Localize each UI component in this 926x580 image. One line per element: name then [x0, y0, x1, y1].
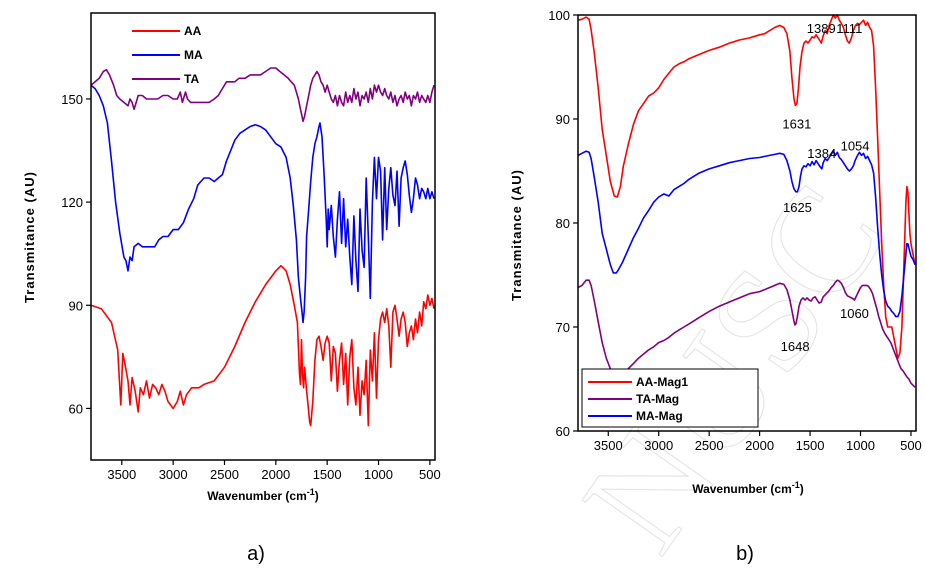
- panel-a-legend: AA MA TA: [132, 24, 203, 86]
- panel-b-chart: 3500 3000 2500 2000 1500 1000 500 60 70 80 90 100 1…: [509, 8, 922, 565]
- x-tick-label: 3500: [107, 467, 136, 482]
- panel-a-y-axis-label: Transmitance (AU): [22, 171, 37, 303]
- panel-b-ticks: 3500 3000 2500 2000 1500 1000 500 60 70 80 90 100: [548, 8, 922, 453]
- panel-a-plot-area: [90, 67, 435, 427]
- panel-b-y-axis-label: Transmitance (AU): [509, 169, 524, 301]
- y-tick-label: 90: [69, 298, 83, 313]
- peak-annotation: 1625: [783, 200, 812, 215]
- series-line-aa: [90, 264, 435, 427]
- peak-annotation: 1648: [781, 339, 810, 354]
- x-tick-label: 2500: [210, 467, 239, 482]
- y-tick-label: 120: [61, 195, 83, 210]
- y-tick-label: 60: [69, 401, 83, 416]
- x-tick-label: 500: [419, 467, 441, 482]
- x-tick-label: 2000: [261, 467, 290, 482]
- series-line-ma: [90, 84, 435, 324]
- peak-annotation: 1060: [840, 306, 869, 321]
- x-tick-label: 500: [900, 438, 922, 453]
- legend-label-ma-mag: MA-Mag: [636, 409, 683, 423]
- y-tick-label: 150: [61, 92, 83, 107]
- y-tick-label: 100: [548, 8, 570, 23]
- panel-a-chart: 3500 3000 2500 2000 1500 1000 500 60 90 120 150 Tr…: [22, 12, 441, 565]
- y-tick-label: 70: [556, 320, 570, 335]
- peak-annotation: 1389: [807, 21, 836, 36]
- peak-annotation: 1384: [807, 146, 836, 161]
- peak-annotation: 1054: [841, 139, 870, 154]
- x-tick-label: 1500: [796, 438, 825, 453]
- legend-label-aa: AA: [184, 24, 202, 38]
- x-tick-label: 3000: [159, 467, 188, 482]
- panel-b-legend: AA-Mag1 TA-Mag MA-Mag: [581, 368, 759, 428]
- panel-b-x-axis-label: Wavenumber (cm-1): [692, 480, 804, 496]
- x-tick-label: 2500: [695, 438, 724, 453]
- peak-annotation: 1631: [782, 116, 811, 131]
- x-tick-label: 1000: [846, 438, 875, 453]
- watermark: NUSC: [551, 156, 916, 579]
- series-line-ma-mag: [577, 150, 916, 318]
- x-tick-label: 1500: [313, 467, 342, 482]
- y-tick-label: 80: [556, 216, 570, 231]
- panel-b-label: b): [736, 543, 754, 565]
- legend-label-ta-mag: TA-Mag: [636, 392, 679, 406]
- x-tick-label: 2000: [745, 438, 774, 453]
- panel-a-frame: [90, 12, 436, 461]
- x-tick-label: 1000: [364, 467, 393, 482]
- series-line-ta-mag: [577, 279, 916, 388]
- legend-label-ma: MA: [184, 48, 203, 62]
- x-tick-label: 3000: [644, 438, 673, 453]
- series-line-ta: [90, 67, 435, 123]
- legend-label-ta: TA: [184, 72, 199, 86]
- peak-annotation: 1111: [836, 21, 862, 36]
- panel-b-plot-area: [577, 14, 916, 388]
- panel-a-label: a): [247, 543, 265, 565]
- y-tick-label: 90: [556, 112, 570, 127]
- x-tick-label: 3500: [594, 438, 623, 453]
- legend-label-aa-mag1: AA-Mag1: [636, 375, 688, 389]
- panel-a-x-axis-label: Wavenumber (cm-1): [207, 487, 319, 503]
- y-tick-label: 60: [556, 424, 570, 439]
- panel-a-ticks: 3500 3000 2500 2000 1500 1000 500 60 90 120 150: [61, 92, 440, 482]
- panel-b-annotations: 1631 1389 1111 1625 1384 1054 1648 1060: [781, 21, 870, 354]
